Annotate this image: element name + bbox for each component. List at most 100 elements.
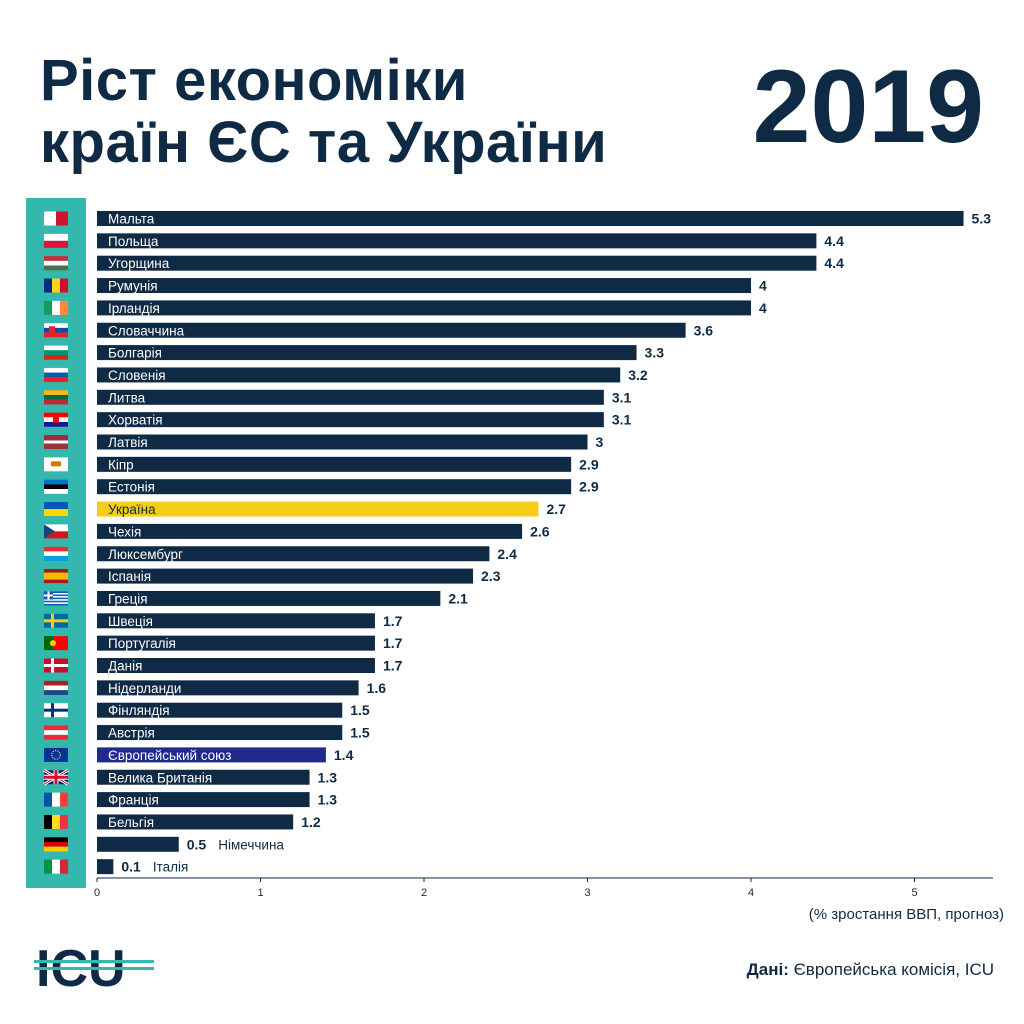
data-label: 2.1 [448,590,468,606]
category-label: Іспанія [108,569,151,584]
ireland-flag [44,300,69,315]
data-label: 3.3 [645,345,665,361]
icu-logo: ICU [34,938,154,999]
belgium-flag [44,814,69,829]
malta-flag [44,211,68,226]
bar [97,322,686,338]
category-label: Франція [108,793,159,808]
greece-flag [44,591,68,606]
estonia-flag [44,479,68,494]
source-text: Європейська комісія, ICU [788,960,994,979]
category-label: Швеція [108,614,153,629]
finland-flag [44,703,68,718]
bar [97,389,604,405]
category-label: Велика Британія [108,770,212,785]
poland-flag [44,233,68,248]
bar [97,523,523,539]
data-label: 0.1 [121,859,141,875]
category-label: Україна [108,502,156,517]
category-label: Болгарія [108,346,162,361]
title-line-2: країн ЄС та України [40,110,608,175]
germany-flag [44,837,68,852]
bar [97,345,637,361]
uk-flag [43,768,69,786]
data-label: 4.4 [824,255,844,271]
category-label: Чехія [108,524,141,539]
category-label: Мальта [108,212,155,227]
data-label: 3.1 [612,389,632,405]
bar [97,613,375,629]
bulgaria-flag [44,345,68,360]
category-label: Данія [108,659,142,674]
data-label: 3 [596,434,604,450]
category-label: Австрія [108,726,155,741]
bar [97,367,621,383]
bar [97,836,179,852]
data-label: 2.9 [579,456,599,472]
year-label: 2019 [752,49,984,165]
bar [97,769,310,785]
data-label: 2.3 [481,568,501,584]
category-label: Фінляндія [108,703,170,718]
category-label: Німеччина [218,837,284,852]
latvia-flag [44,435,68,449]
data-label: 1.4 [334,747,354,763]
data-label: 2.6 [530,523,550,539]
france-flag [44,792,69,807]
category-label: Румунія [108,279,158,294]
italy-flag [44,859,69,874]
bar [97,546,490,562]
data-label: 2.9 [579,479,599,495]
category-label: Нідерланди [108,681,181,696]
data-label: 1.7 [383,613,403,629]
category-label: Латвія [108,435,148,450]
bar [97,255,817,271]
bar [97,211,964,226]
data-label: 2.7 [546,501,566,517]
x-axis-unit-note: (% зростання ВВП, прогноз) [808,906,1004,923]
bar [97,434,588,450]
portugal-flag [44,636,68,651]
bar [97,859,114,875]
data-label: 4 [759,300,767,316]
austria-flag [44,725,68,740]
data-label: 5.3 [972,211,992,227]
data-label: 1.3 [318,769,338,785]
x-tick-label: 5 [911,887,917,899]
sweden-flag [44,613,68,628]
data-label: 1.5 [350,702,370,718]
data-label: 1.5 [350,725,370,741]
category-label: Бельгія [108,815,154,830]
bar [97,725,343,741]
category-label: Люксембург [108,547,183,562]
category-label: Португалія [108,636,176,651]
category-label: Греція [108,591,148,606]
bar [97,747,326,763]
x-tick-label: 0 [94,887,100,899]
czechia-flag [44,524,68,539]
bar [97,568,474,584]
bar [97,501,539,517]
bar [97,635,375,651]
bar [97,792,310,808]
data-label: 3.1 [612,412,632,428]
bar [97,300,751,316]
data-label: 3.2 [628,367,648,383]
bar [97,233,817,249]
category-label: Польща [108,234,159,249]
denmark-flag [44,658,68,673]
data-label: 4.4 [824,233,844,249]
title-line-1: Ріст економіки [40,48,468,113]
source-label: Дані: [746,960,789,979]
bar [97,814,294,830]
x-tick-label: 4 [748,887,754,899]
bar [97,680,359,696]
luxembourg-flag [44,546,68,561]
category-label: Італія [153,860,188,875]
data-label: 1.2 [301,814,321,830]
croatia-flag [44,412,68,427]
bar [97,456,572,472]
cyprus-flag [44,457,68,472]
category-label: Хорватія [108,413,163,428]
